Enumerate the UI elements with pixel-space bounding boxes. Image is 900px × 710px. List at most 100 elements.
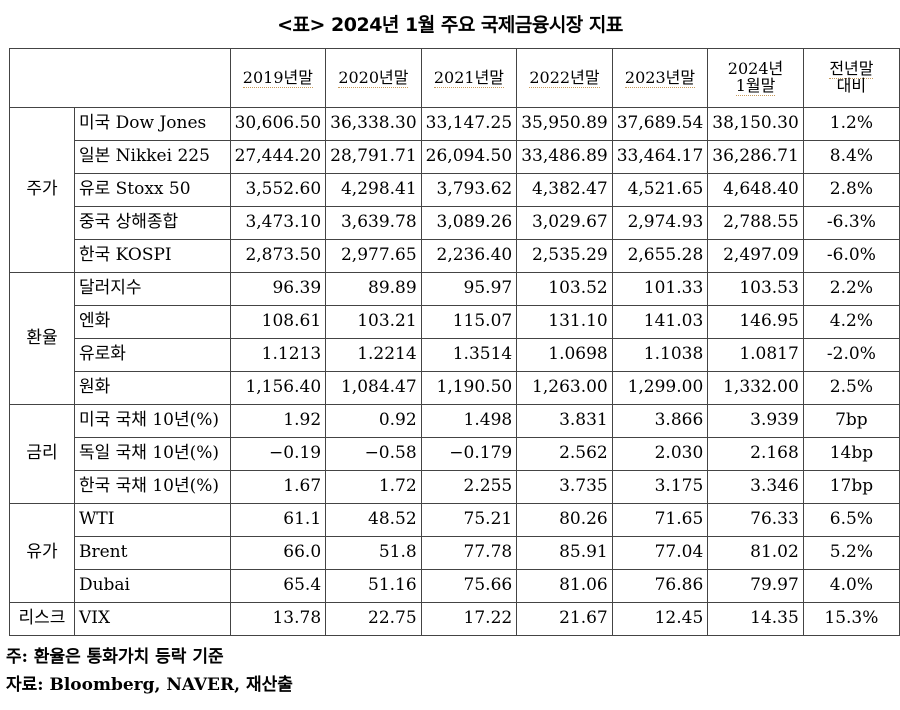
header-2021-label: 2021년말 <box>433 67 505 88</box>
cell-2020: 103.21 <box>325 305 422 339</box>
row-label: 유로 Stoxx 50 <box>73 173 231 207</box>
table-row: 리스크 VIX 13.78 22.75 17.22 21.67 12.45 14… <box>9 602 900 636</box>
cell-change: 2.2% <box>802 272 900 306</box>
header-2024-line2-text: 1월말 <box>735 76 776 96</box>
row-label: 엔화 <box>73 305 231 339</box>
cell-2024-jan: 2,497.09 <box>707 239 804 273</box>
cell-2023: 71.65 <box>611 503 709 537</box>
cell-change: 14bp <box>802 437 900 471</box>
cell-change: -2.0% <box>802 338 900 372</box>
cell-2023: 33,464.17 <box>611 140 709 174</box>
cell-change: 2.8% <box>802 173 900 207</box>
row-label: 한국 국채 10년(%) <box>73 470 231 504</box>
cell-change: -6.0% <box>802 239 900 273</box>
row-label: 중국 상해종합 <box>73 206 231 240</box>
cell-2024-jan: 38,150.30 <box>707 107 804 141</box>
cell-2022: 33,486.89 <box>516 140 613 174</box>
cell-change: 8.4% <box>802 140 900 174</box>
table-row: 독일 국채 10년(%) −0.19 −0.58 −0.179 2.562 2.… <box>10 437 900 471</box>
cell-2019: 1.1213 <box>229 338 327 372</box>
table-row: Dubai 65.4 51.16 75.66 81.06 76.86 79.97… <box>10 569 900 603</box>
cell-2019: 1.67 <box>229 470 327 504</box>
cell-2021: 1.498 <box>420 404 518 438</box>
group-label-oil: 유가 <box>9 503 75 603</box>
cell-2019: 108.61 <box>229 305 327 339</box>
cell-2023: 101.33 <box>611 272 709 306</box>
table-row: 유로 Stoxx 50 3,552.60 4,298.41 3,793.62 4… <box>10 173 900 207</box>
cell-2019: −0.19 <box>229 437 327 471</box>
table-body: 주가 미국 Dow Jones 30,606.50 36,338.30 33,1… <box>9 107 900 636</box>
row-label: 일본 Nikkei 225 <box>73 140 231 174</box>
cell-2019: 96.39 <box>229 272 327 306</box>
cell-2022: 21.67 <box>516 602 613 636</box>
table-row: 일본 Nikkei 225 27,444.20 28,791.71 26,094… <box>10 140 900 174</box>
cell-change: -6.3% <box>802 206 900 240</box>
table-row: 주가 미국 Dow Jones 30,606.50 36,338.30 33,1… <box>9 107 900 273</box>
cell-2020: 1.72 <box>325 470 422 504</box>
cell-2019: 1.92 <box>229 404 327 438</box>
header-2020: 2020년말 <box>325 48 422 108</box>
cell-2021: 77.78 <box>420 536 518 570</box>
table-row: Brent 66.0 51.8 77.78 85.91 77.04 81.02 … <box>10 536 900 570</box>
header-2023-label: 2023년말 <box>624 67 696 88</box>
cell-2024-jan: 3.346 <box>707 470 804 504</box>
cell-change: 2.5% <box>802 371 900 405</box>
cell-2023: 76.86 <box>611 569 709 603</box>
cell-2022: 3,029.67 <box>516 206 613 240</box>
cell-change: 4.0% <box>802 569 900 603</box>
table-title: <표> 2024년 1월 주요 국제금융시장 지표 <box>277 14 623 36</box>
cell-2021: −0.179 <box>420 437 518 471</box>
cell-2021: 115.07 <box>420 305 518 339</box>
cell-change: 15.3% <box>802 602 900 636</box>
cell-2024-jan: 81.02 <box>707 536 804 570</box>
table-row: 엔화 108.61 103.21 115.07 131.10 141.03 14… <box>10 305 900 339</box>
header-2023: 2023년말 <box>611 48 709 108</box>
cell-2020: 1,084.47 <box>325 371 422 405</box>
cell-2024-jan: 103.53 <box>707 272 804 306</box>
cell-2021: 33,147.25 <box>420 107 518 141</box>
cell-2021: 3,793.62 <box>420 173 518 207</box>
cell-2022: 3.735 <box>516 470 613 504</box>
group-label-fx: 환율 <box>9 272 75 405</box>
cell-2023: 1,299.00 <box>611 371 709 405</box>
cell-2024-jan: 36,286.71 <box>707 140 804 174</box>
cell-2022: 35,950.89 <box>516 107 613 141</box>
header-blank-cell <box>9 48 231 108</box>
row-label: 달러지수 <box>73 272 231 306</box>
cell-2024-jan: 1.0817 <box>707 338 804 372</box>
cell-2019: 13.78 <box>229 602 327 636</box>
table-row: 유로화 1.1213 1.2214 1.3514 1.0698 1.1038 1… <box>10 338 900 372</box>
cell-change: 7bp <box>802 404 900 438</box>
table-row: 환율 달러지수 96.39 89.89 95.97 103.52 101.33 … <box>9 272 900 405</box>
cell-2023: 1.1038 <box>611 338 709 372</box>
table-row: 한국 국채 10년(%) 1.67 1.72 2.255 3.735 3.175… <box>10 470 900 504</box>
cell-2021: 2,236.40 <box>420 239 518 273</box>
cell-2023: 2,655.28 <box>611 239 709 273</box>
cell-2020: 3,639.78 <box>325 206 422 240</box>
header-2022-label: 2022년말 <box>529 67 600 88</box>
group-label-stocks: 주가 <box>9 107 75 273</box>
table-row: 유가 WTI 61.1 48.52 75.21 80.26 71.65 76.3… <box>9 503 900 603</box>
financial-indicators-table: 2019년말 2020년말 2021년말 2022년말 2023년말 2024년… <box>9 48 900 636</box>
cell-2019: 3,552.60 <box>229 173 327 207</box>
cell-2023: 77.04 <box>611 536 709 570</box>
cell-2020: −0.58 <box>325 437 422 471</box>
cell-2019: 30,606.50 <box>229 107 327 141</box>
cell-2022: 3.831 <box>516 404 613 438</box>
cell-2022: 81.06 <box>516 569 613 603</box>
cell-2024-jan: 146.95 <box>707 305 804 339</box>
cell-2019: 66.0 <box>229 536 327 570</box>
cell-2023: 3.866 <box>611 404 709 438</box>
cell-2021: 17.22 <box>420 602 518 636</box>
cell-2022: 85.91 <box>516 536 613 570</box>
cell-2022: 1,263.00 <box>516 371 613 405</box>
row-label: Dubai <box>73 569 231 603</box>
footnote-exchange-rate: 주: 환율은 통화가치 등락 기준 <box>6 647 224 667</box>
cell-change: 6.5% <box>802 503 900 537</box>
row-label: VIX <box>73 602 231 636</box>
row-label: 유로화 <box>73 338 231 372</box>
cell-2021: 2.255 <box>420 470 518 504</box>
row-label: 원화 <box>73 371 231 405</box>
cell-2021: 3,089.26 <box>420 206 518 240</box>
footnote-source: 자료: Bloomberg, NAVER, 재산출 <box>6 675 293 695</box>
